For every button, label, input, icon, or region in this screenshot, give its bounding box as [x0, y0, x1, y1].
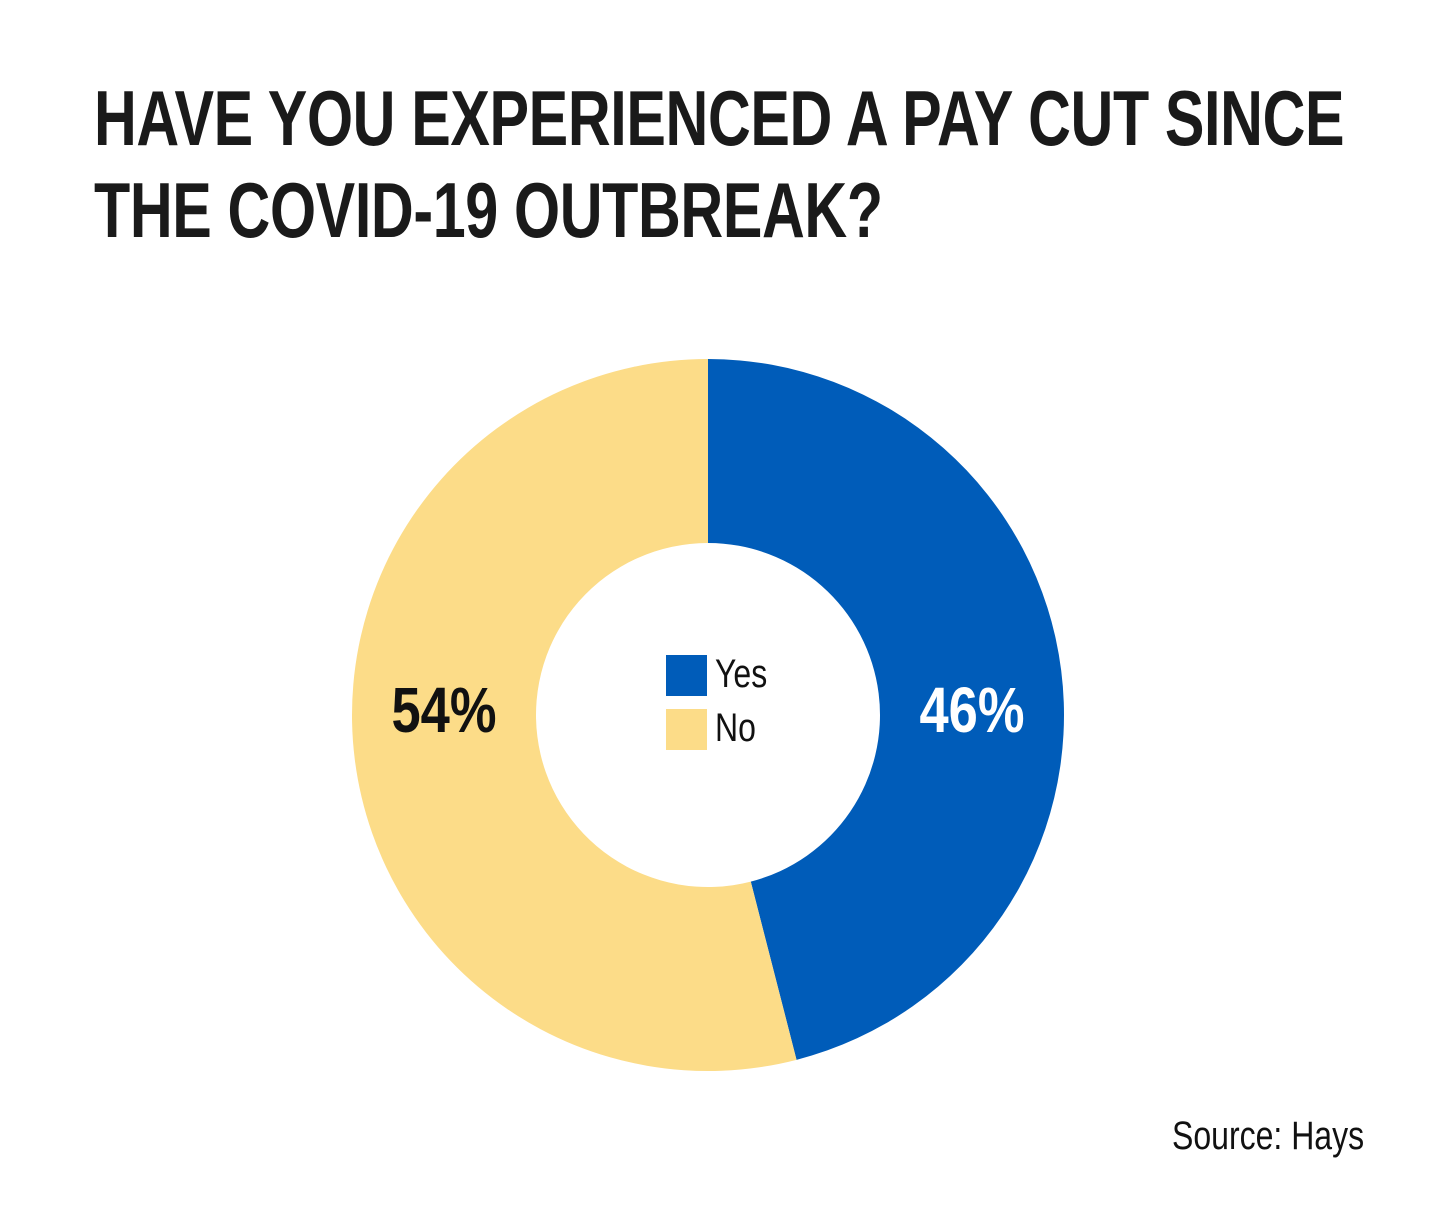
chart-legend: Yes No [666, 651, 767, 750]
legend-label-yes: Yes [715, 651, 767, 696]
slice-value-label-yes: 46% [919, 675, 1024, 746]
donut-slices [351, 359, 1064, 1071]
source-note: Source: Hays [1171, 1114, 1364, 1158]
chart-title-line-2: THE COVID-19 OUTBREAK? [94, 166, 883, 254]
slice-value-label-no: 54% [391, 675, 496, 746]
slice-yes [708, 359, 1064, 1060]
legend-label-no: No [715, 705, 756, 750]
slice-no [351, 359, 797, 1071]
legend-swatch-no [666, 709, 707, 750]
slice-labels: 46% 54% [391, 675, 1024, 746]
legend-swatch-yes [666, 655, 707, 696]
